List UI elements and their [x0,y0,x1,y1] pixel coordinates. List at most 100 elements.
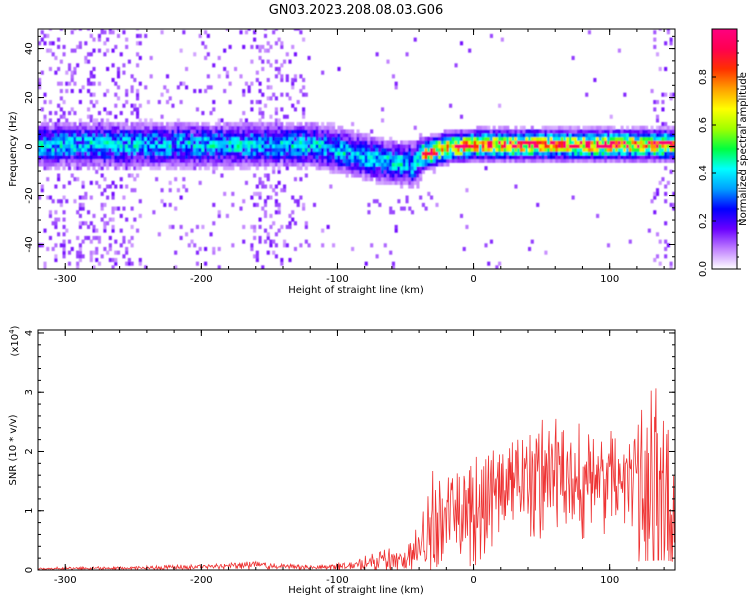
heatmap-cell [361,162,366,167]
heatmap-cell [217,129,221,134]
heatmap-cell [274,254,278,259]
heatmap-cell [176,118,180,123]
heatmap-cell [250,129,254,134]
heatmap-cell [378,151,382,156]
heatmap-cell [165,136,170,141]
heatmap-cell [103,140,107,145]
heatmap-cell [389,155,393,160]
heatmap-cell [228,136,232,141]
heatmap-cell [231,158,235,163]
heatmap-cell [416,162,420,167]
heatmap-cell [87,158,91,163]
heatmap-cell [78,140,82,145]
heatmap-cell [76,250,80,255]
heatmap-cell [375,144,379,149]
heatmap-cell [416,155,420,160]
heatmap-cell [253,228,257,233]
heatmap-cell [84,55,88,61]
heatmap-cell [620,140,624,145]
heatmap-cell [176,158,180,163]
heatmap-cell [291,162,295,167]
heatmap-cell [111,144,115,149]
heatmap-cell [315,122,319,127]
heatmap-cell [628,158,632,163]
heatmap-cell [506,144,510,149]
heatmap-cell [228,162,232,167]
heatmap-cell [596,155,600,160]
heatmap-cell [57,103,61,108]
heatmap-cell [95,162,99,167]
heatmap-cell [70,144,74,149]
heatmap-cell [168,202,172,207]
heatmap-cell [274,66,278,72]
heatmap-cell [253,144,257,149]
heatmap-cell [596,125,600,130]
heatmap-cell [604,136,608,141]
heatmap-cell [253,254,257,259]
heatmap-cell [95,169,99,174]
heatmap-cell [239,118,243,123]
heatmap-cell [291,140,295,145]
heatmap-cell [209,162,213,167]
heatmap-cell [378,162,382,167]
heatmap-cell [590,133,594,138]
heatmap-cell [391,158,396,163]
heatmap-cell [655,52,660,57]
heatmap-cell [225,151,229,156]
heatmap-cell [419,177,423,182]
heatmap-cell [620,155,624,160]
heatmap-cell [141,162,145,167]
heatmap-cell [255,191,259,196]
heatmap-cell [438,136,442,141]
heatmap-cell [70,158,74,163]
heatmap-cell [78,213,82,218]
heatmap-cell [119,177,123,182]
heatmap-cell [51,136,55,141]
heatmap-cell [669,125,673,130]
heatmap-cell [174,151,178,156]
heatmap-cell [666,133,670,138]
heatmap-cell [492,125,496,130]
heatmap-cell [182,136,186,141]
heatmap-cell [487,155,491,160]
heatmap-cell [653,195,657,200]
heatmap-cell [307,129,311,134]
heatmap-cell [370,158,374,163]
heatmap-cell [255,129,259,134]
heatmap-cell [89,81,93,86]
heatmap-cell [38,133,42,138]
heatmap-cell [489,136,494,141]
heatmap-cell [514,151,518,156]
heatmap-cell [54,217,58,222]
heatmap-cell [359,133,363,138]
heatmap-cell [89,100,93,105]
heatmap-cell [310,133,314,138]
heatmap-cell [391,169,396,174]
heatmap-cell [138,199,142,204]
heatmap-cell [451,129,455,134]
heatmap-cell [587,30,592,35]
heatmap-cell [48,166,53,171]
heatmap-cell [410,155,415,160]
heatmap-cell [263,140,268,145]
heatmap-cell [174,136,178,141]
heatmap-cell [195,250,200,255]
heatmap-cell [231,151,235,156]
heatmap-cell [206,122,210,127]
heatmap-cell [40,129,44,134]
heatmap-cell [528,129,532,134]
heatmap-cell [661,140,665,145]
heatmap-cell [87,89,91,94]
heatmap-cell [304,151,308,156]
heatmap-cell [432,155,436,160]
heatmap-cell [247,158,251,163]
heatmap-cell [127,140,131,145]
heatmap-cell [299,195,303,200]
heatmap-cell [70,70,74,75]
heatmap-cell [487,147,491,152]
heatmap-cell [274,107,278,112]
heatmap-cell [424,144,428,149]
heatmap-cell [116,250,121,255]
heatmap-cell [274,125,278,130]
